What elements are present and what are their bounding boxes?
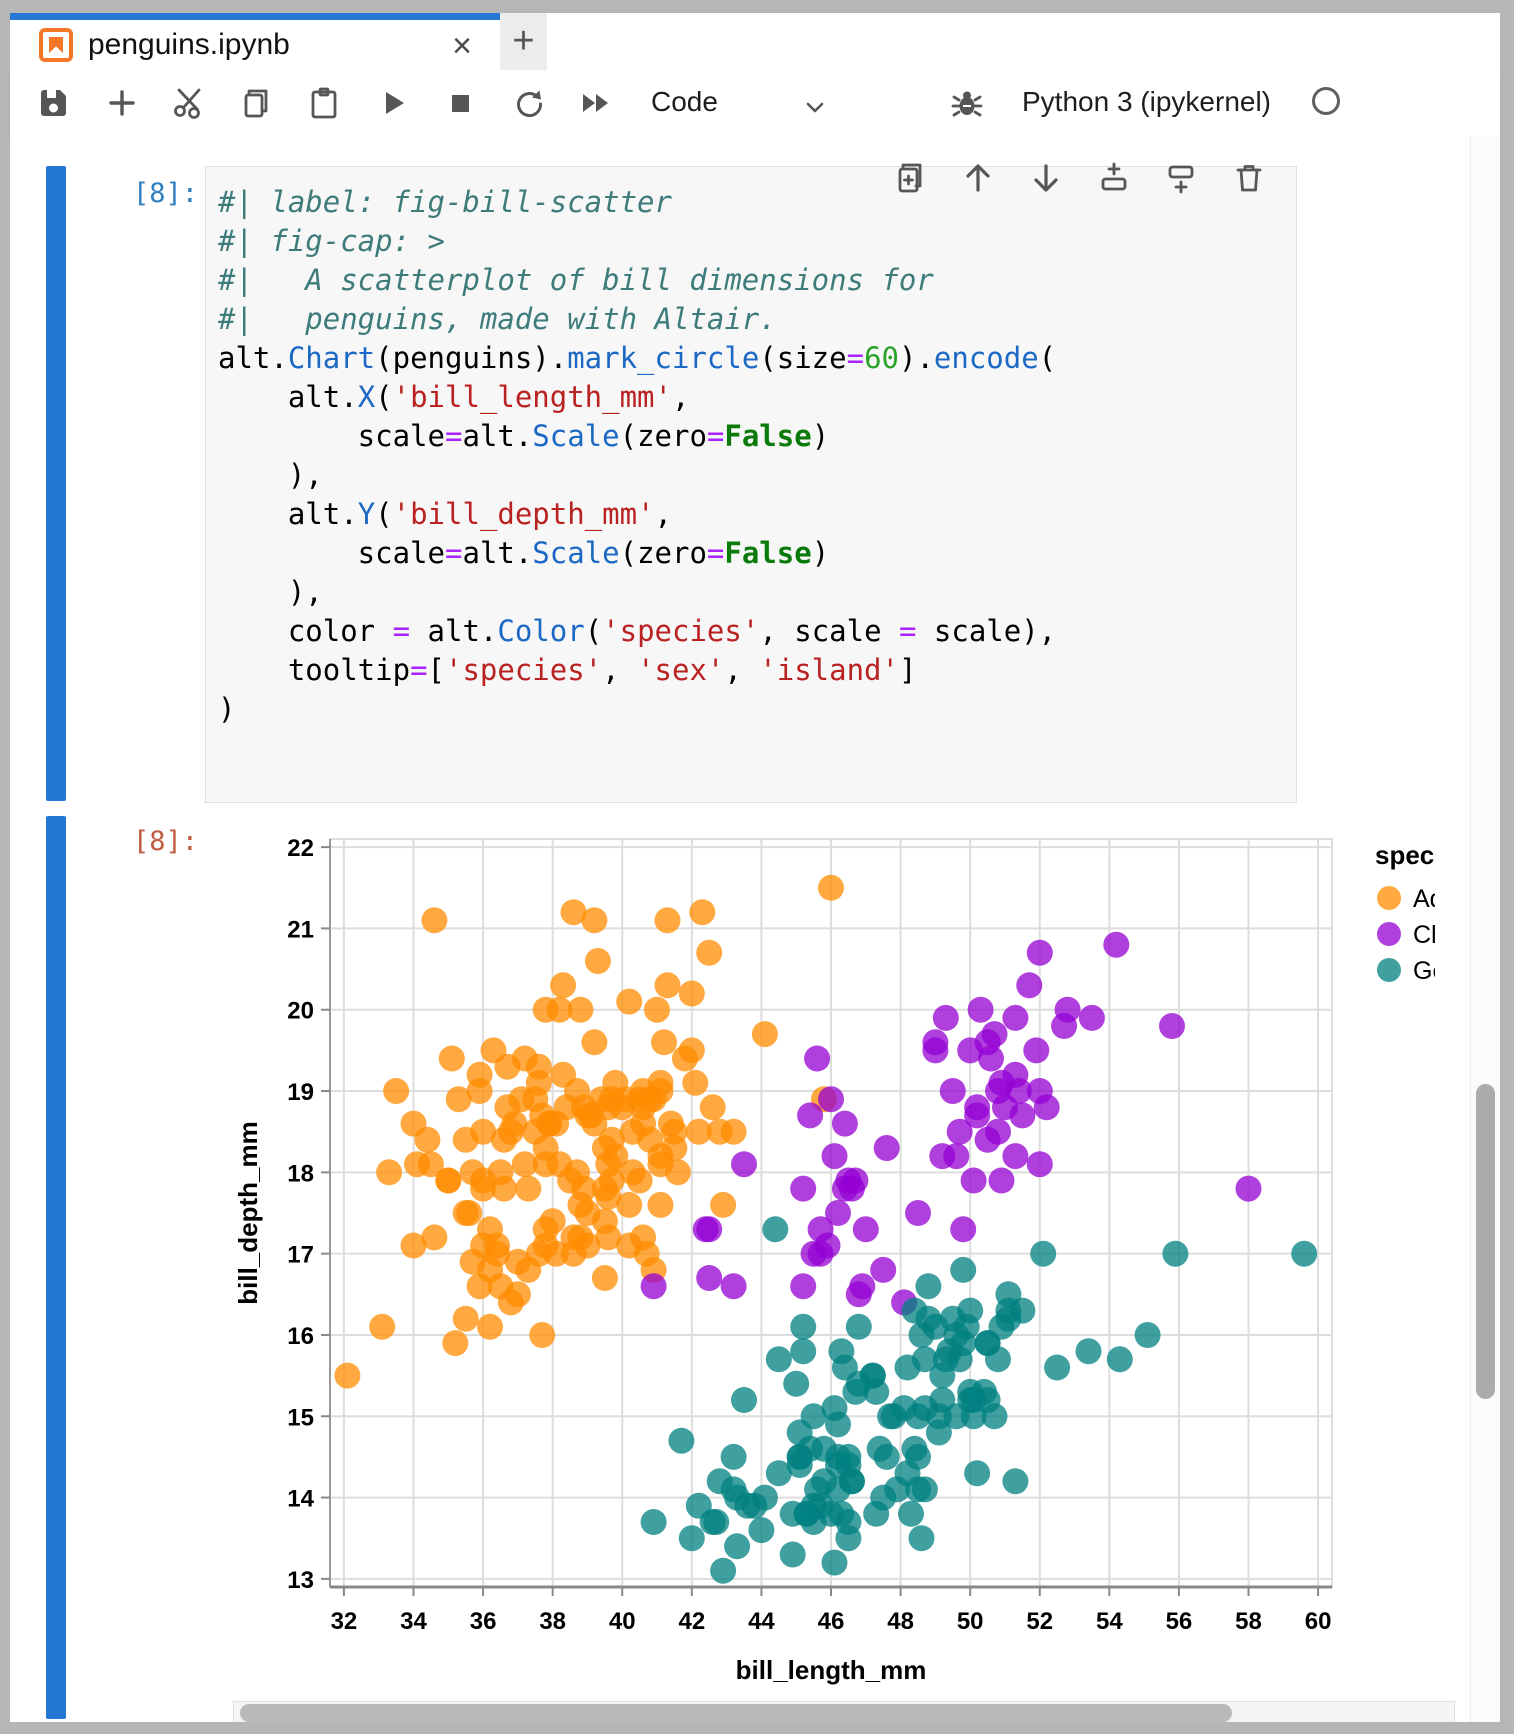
insert-cell-button[interactable] <box>103 84 141 122</box>
svg-text:34: 34 <box>400 1608 427 1635</box>
svg-text:54: 54 <box>1096 1608 1123 1635</box>
restart-run-all-button[interactable] <box>577 84 615 122</box>
svg-text:36: 36 <box>470 1608 497 1635</box>
code-text: #| label: fig-bill-scatter #| fig-cap: > #… <box>218 185 1057 726</box>
svg-text:44: 44 <box>748 1608 775 1635</box>
svg-text:Chinstrap: Chinstrap <box>1413 921 1435 949</box>
arrow-down-icon <box>1034 164 1058 192</box>
chart-output: 32 34 36 38 40 42 44 46 48 50 52 54 56 58 60 13 14 15 16 17… <box>233 816 1435 1701</box>
jupyterlab-window: penguins.ipynb × + <box>10 13 1500 1722</box>
svg-text:Gentoo: Gentoo <box>1413 957 1435 985</box>
svg-text:15: 15 <box>287 1404 314 1431</box>
copy-cells-button[interactable] <box>237 84 275 122</box>
cell-type-dropdown-arrow[interactable] <box>796 88 834 126</box>
svg-text:19: 19 <box>287 1079 314 1106</box>
svg-text:species: species <box>1375 840 1435 870</box>
notebook-toolbar: Code Python 3 (ipykernel) <box>10 70 1500 137</box>
fast-forward-icon <box>583 94 608 112</box>
insert-above-icon <box>1101 162 1127 191</box>
svg-text:Adelie: Adelie <box>1413 885 1435 913</box>
debugger-button[interactable] <box>948 84 986 122</box>
horizontal-scrollbar-thumb[interactable] <box>240 1704 1232 1722</box>
input-collapser[interactable] <box>46 166 66 801</box>
insert-cell-below-button[interactable] <box>1161 158 1201 198</box>
svg-text:48: 48 <box>887 1608 914 1635</box>
output-collapser[interactable] <box>46 816 66 1719</box>
svg-text:60: 60 <box>1305 1608 1332 1635</box>
vertical-scrollbar-thumb[interactable] <box>1476 1084 1495 1399</box>
restart-icon <box>517 90 543 118</box>
plus-icon <box>109 90 135 116</box>
insert-cell-above-button[interactable] <box>1094 158 1134 198</box>
tab-bar: penguins.ipynb × + <box>10 13 1500 71</box>
trash-icon <box>1236 165 1262 192</box>
move-cell-down-button[interactable] <box>1026 158 1066 198</box>
vertical-scrollbar-track <box>1470 136 1500 1722</box>
svg-text:40: 40 <box>609 1608 636 1635</box>
notebook-panel: [8]: #| label: fig-bill-scatter #| fig-ca… <box>10 136 1500 1722</box>
svg-text:14: 14 <box>287 1486 314 1513</box>
clipboard-icon <box>311 87 337 119</box>
move-cell-up-button[interactable] <box>958 158 998 198</box>
run-cell-button[interactable] <box>374 84 412 122</box>
svg-text:52: 52 <box>1026 1608 1053 1635</box>
svg-text:bill_length_mm: bill_length_mm <box>736 1655 927 1685</box>
svg-text:21: 21 <box>287 916 314 943</box>
output-prompt: [8]: <box>132 826 198 857</box>
interrupt-kernel-button[interactable] <box>441 84 479 122</box>
notebook-icon <box>38 27 74 63</box>
chevron-down-icon <box>806 102 824 113</box>
duplicate-cell-icon <box>898 163 922 193</box>
tab-penguins-notebook[interactable]: penguins.ipynb × <box>10 13 500 70</box>
delete-cell-button[interactable] <box>1229 158 1269 198</box>
run-icon <box>386 92 404 114</box>
scissors-icon <box>174 88 201 119</box>
duplicate-cell-button[interactable] <box>890 158 930 198</box>
cell-type-dropdown[interactable]: Code <box>651 86 718 117</box>
svg-text:18: 18 <box>287 1160 314 1187</box>
svg-text:46: 46 <box>818 1608 845 1635</box>
svg-text:17: 17 <box>287 1242 314 1269</box>
svg-text:20: 20 <box>287 998 314 1025</box>
altair-chart[interactable]: 32 34 36 38 40 42 44 46 48 50 52 54 56 58 60 13 14 15 16 17… <box>233 816 1435 1701</box>
cut-cells-button[interactable] <box>170 84 208 122</box>
stop-icon <box>452 95 469 112</box>
svg-text:58: 58 <box>1235 1608 1262 1635</box>
kernel-name[interactable]: Python 3 (ipykernel) <box>1022 86 1272 117</box>
input-prompt: [8]: <box>132 178 198 209</box>
svg-text:bill_depth_mm: bill_depth_mm <box>233 1121 263 1304</box>
copy-icon <box>244 89 268 118</box>
restart-kernel-button[interactable] <box>510 84 548 122</box>
close-tab-icon[interactable]: × <box>452 27 472 65</box>
svg-text:22: 22 <box>287 835 314 862</box>
arrow-up-icon <box>966 164 990 192</box>
svg-text:38: 38 <box>539 1608 566 1635</box>
svg-text:56: 56 <box>1166 1608 1193 1635</box>
svg-text:50: 50 <box>957 1608 984 1635</box>
tab-title: penguins.ipynb <box>88 28 290 61</box>
save-icon <box>41 90 66 116</box>
insert-below-icon <box>1168 165 1194 194</box>
kernel-status-icon[interactable] <box>1312 87 1340 115</box>
svg-text:32: 32 <box>331 1608 358 1635</box>
svg-text:13: 13 <box>287 1567 314 1594</box>
save-button[interactable] <box>34 84 72 122</box>
code-editor[interactable]: #| label: fig-bill-scatter #| fig-cap: > #… <box>205 166 1297 803</box>
paste-cells-button[interactable] <box>305 84 343 122</box>
new-tab-button[interactable]: + <box>500 13 547 70</box>
svg-text:16: 16 <box>287 1323 314 1350</box>
bug-icon <box>951 91 983 117</box>
svg-text:42: 42 <box>678 1608 705 1635</box>
